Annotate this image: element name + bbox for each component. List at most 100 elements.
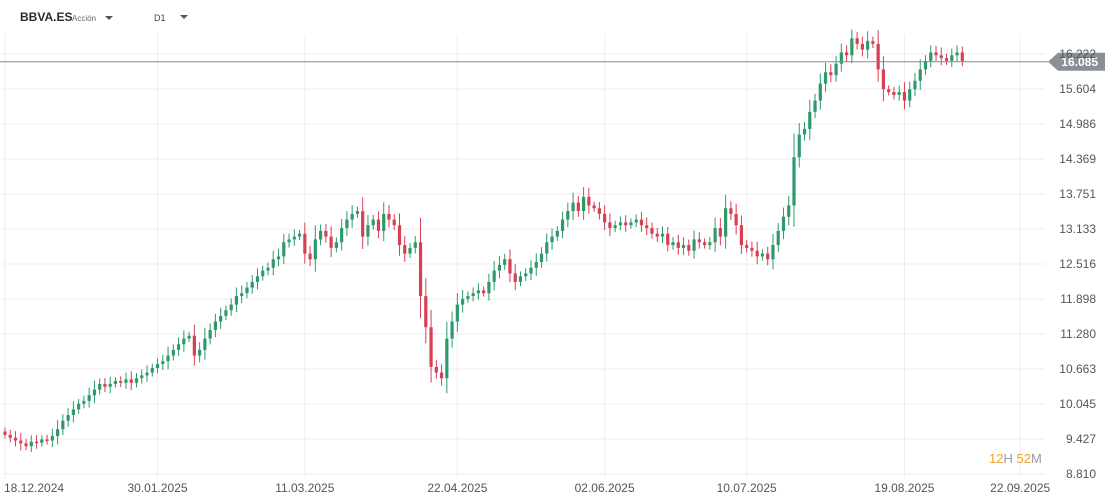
candle[interactable] (287, 233, 291, 248)
candle[interactable] (145, 365, 149, 382)
candle[interactable] (319, 224, 323, 246)
candle[interactable] (166, 346, 170, 370)
candle[interactable] (618, 216, 623, 231)
candle[interactable] (545, 233, 549, 262)
candle[interactable] (529, 260, 533, 281)
candle[interactable] (566, 202, 570, 228)
candle[interactable] (697, 232, 701, 249)
candle[interactable] (282, 233, 286, 265)
candle[interactable] (466, 291, 470, 303)
candle[interactable] (182, 330, 186, 352)
candle[interactable] (213, 313, 217, 338)
candle[interactable] (303, 222, 307, 264)
candle[interactable] (240, 285, 244, 304)
candle[interactable] (87, 387, 91, 408)
candle[interactable] (645, 217, 649, 236)
candle[interactable] (50, 428, 54, 447)
candle[interactable] (455, 293, 459, 332)
candle[interactable] (871, 36, 875, 48)
timeframe-dropdown-icon[interactable] (180, 15, 188, 19)
candle[interactable] (839, 43, 843, 72)
candle[interactable] (792, 133, 796, 227)
candle[interactable] (944, 53, 949, 65)
candle[interactable] (261, 265, 265, 281)
candle[interactable] (629, 218, 633, 229)
candle[interactable] (560, 211, 565, 239)
candle[interactable] (376, 211, 381, 239)
candle[interactable] (313, 225, 317, 272)
candle[interactable] (355, 206, 360, 218)
candle[interactable] (818, 73, 822, 110)
candle[interactable] (881, 56, 886, 102)
candle[interactable] (823, 62, 828, 93)
candle[interactable] (866, 31, 870, 59)
candle[interactable] (639, 212, 644, 233)
candle[interactable] (413, 236, 417, 254)
candle[interactable] (203, 327, 207, 360)
candle[interactable] (624, 215, 628, 232)
candle[interactable] (834, 56, 838, 82)
candle[interactable] (229, 298, 233, 316)
candle[interactable] (802, 122, 807, 141)
candle[interactable] (692, 230, 696, 259)
candle[interactable] (13, 431, 18, 447)
candle[interactable] (650, 222, 654, 239)
candle[interactable] (371, 214, 375, 230)
candle[interactable] (308, 246, 312, 267)
candle[interactable] (860, 36, 864, 57)
candle[interactable] (745, 239, 749, 253)
candle[interactable] (676, 234, 680, 255)
candle[interactable] (340, 218, 344, 251)
candle[interactable] (119, 376, 123, 388)
candle[interactable] (392, 214, 396, 231)
candle[interactable] (518, 271, 523, 287)
candle[interactable] (387, 205, 391, 228)
candle[interactable] (776, 223, 780, 253)
candle[interactable] (718, 218, 722, 246)
candle[interactable] (897, 85, 901, 101)
candle[interactable] (876, 30, 880, 82)
candle[interactable] (476, 283, 480, 300)
candle[interactable] (766, 246, 770, 266)
candle[interactable] (592, 201, 596, 212)
candle[interactable] (760, 249, 765, 261)
candle[interactable] (71, 401, 75, 423)
candle[interactable] (597, 202, 601, 220)
candle[interactable] (292, 229, 296, 246)
candle[interactable] (408, 243, 412, 258)
candle[interactable] (571, 192, 575, 220)
candle[interactable] (681, 237, 686, 256)
candle[interactable] (192, 324, 196, 366)
candle[interactable] (3, 427, 7, 439)
candle[interactable] (271, 250, 275, 276)
candle[interactable] (739, 215, 743, 254)
candle[interactable] (198, 342, 202, 363)
candle[interactable] (219, 307, 223, 329)
candle[interactable] (61, 414, 65, 436)
candle[interactable] (234, 287, 239, 313)
candle[interactable] (445, 321, 449, 394)
candle[interactable] (418, 217, 423, 319)
candle[interactable] (439, 364, 444, 386)
candle[interactable] (134, 373, 139, 388)
candle[interactable] (887, 85, 891, 96)
candle[interactable] (245, 282, 249, 299)
candle[interactable] (608, 213, 612, 237)
candle[interactable] (960, 46, 964, 67)
candle[interactable] (503, 253, 507, 270)
candle[interactable] (613, 220, 617, 233)
candle[interactable] (582, 187, 586, 220)
candle[interactable] (266, 262, 270, 276)
candle[interactable] (103, 378, 107, 393)
candle[interactable] (550, 228, 554, 250)
candle[interactable] (913, 72, 917, 97)
candle[interactable] (345, 211, 349, 236)
candle[interactable] (129, 371, 133, 391)
candle[interactable] (471, 287, 475, 302)
candle[interactable] (497, 256, 502, 279)
candle[interactable] (434, 360, 438, 379)
candle[interactable] (524, 268, 528, 281)
candle[interactable] (92, 380, 97, 404)
candle[interactable] (176, 337, 181, 357)
